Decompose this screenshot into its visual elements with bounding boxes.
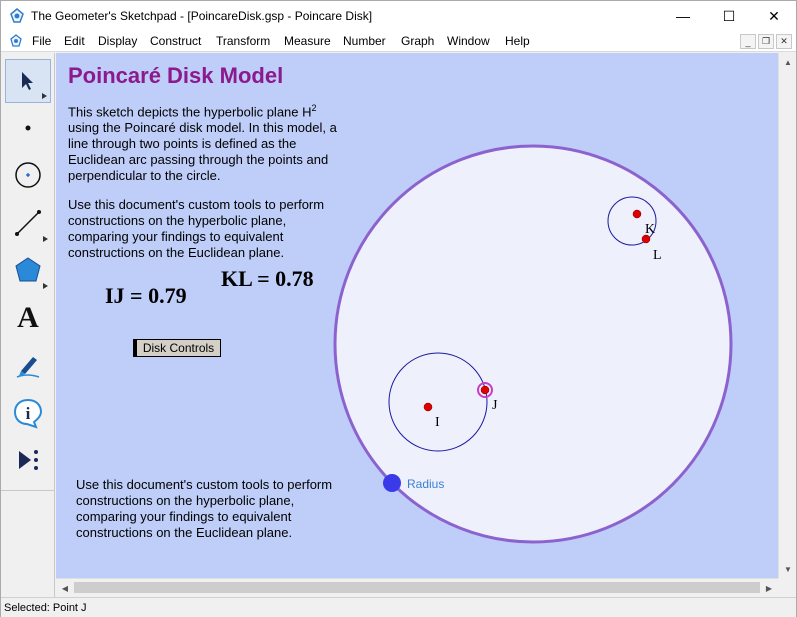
document-minimize-button[interactable]: _ [740,34,756,49]
circle-kl[interactable] [607,196,657,246]
custom-tools[interactable] [5,438,51,482]
svg-text:i: i [26,404,31,423]
intro-line-3: line through two points is defined as th… [68,136,297,152]
close-button[interactable]: ✕ [751,1,797,31]
close-icon: ✕ [780,36,788,46]
circle-ij[interactable] [388,352,488,452]
polygon-icon [15,257,41,282]
straightedge-tool[interactable] [5,201,51,245]
compass-icon [15,162,41,188]
maximize-button[interactable]: ☐ [706,1,752,31]
menu-measure[interactable]: Measure [284,34,331,48]
menu-file[interactable]: File [32,34,52,48]
menu-graph[interactable]: Graph [401,34,435,48]
text-line: constructions on the hyperbolic plane, [76,493,295,508]
intro-line-1: This sketch depicts the hyperbolic plane… [68,104,312,120]
geometry-drawing: K L I J Radius [333,144,733,544]
document-icon[interactable] [9,34,23,48]
minimize-icon: _ [745,36,751,47]
tool-menu-indicator [42,93,47,99]
menu-number[interactable]: Number [343,34,386,48]
info-icon: i [13,398,43,429]
maximize-icon: ☐ [722,7,736,24]
menu-display[interactable]: Display [98,34,138,48]
scroll-right-icon[interactable]: ▶ [765,583,773,593]
arrow-icon [22,72,33,90]
point-k[interactable] [632,209,642,219]
point-i[interactable] [423,402,433,412]
label-k[interactable]: K [645,222,655,237]
status-bar: Selected: Point J [1,597,796,617]
text-line: Use this document's custom tools to perf… [76,477,333,492]
tool-menu-indicator [43,236,48,242]
segment-icon [15,210,41,236]
radius-point[interactable] [383,474,401,492]
polygon-tool[interactable] [5,248,51,292]
menu-edit[interactable]: Edit [64,34,85,48]
window-title: The Geometer's Sketchpad - [PoincareDisk… [31,9,373,23]
sketch-canvas[interactable]: Poincaré Disk Model This sketch depicts … [56,53,778,578]
label-l[interactable]: L [653,248,662,263]
menu-bar: File Edit Display Construct Transform Me… [1,31,796,52]
point-j-selection-ring [477,382,493,398]
scrollbar-corner [778,578,796,596]
document-close-button[interactable]: ✕ [776,34,792,49]
custom-tools-icon [19,450,38,470]
restore-icon: ❐ [761,36,771,46]
custom-tools-paragraph-bottom: Use this document's custom tools to perf… [76,477,376,541]
minimize-icon: — [676,8,690,24]
text-line: comparing your findings to equivalent [76,509,292,524]
selection-arrow-tool[interactable] [5,59,51,103]
disk-controls-button[interactable]: Disk Controls [133,339,221,357]
toolbox-empty-area [1,490,55,599]
measurement-kl[interactable]: KL = 0.78 [221,266,314,291]
horizontal-scrollbar[interactable]: ◀ ▶ [56,578,778,596]
superscript-2: 2 [311,103,317,113]
text-tool[interactable]: A [5,296,51,340]
custom-tools-paragraph: Use this document's custom tools to perf… [68,197,368,261]
intro-paragraph: This sketch depicts the hyperbolic plane… [68,100,368,184]
label-i[interactable]: I [435,415,440,430]
page-title: Poincaré Disk Model [68,63,284,88]
title-bar: The Geometer's Sketchpad - [PoincareDisk… [1,1,796,31]
document-restore-button[interactable]: ❐ [758,34,774,49]
toolbox: A i [1,53,55,490]
text-line: comparing your findings to equivalent [68,229,284,244]
vertical-scrollbar[interactable]: ▲ ▼ [778,53,796,578]
text-line: constructions on the Euclidean plane. [76,525,293,540]
intro-line-5: perpendicular to the circle. [68,168,221,184]
menu-help[interactable]: Help [505,34,530,48]
scroll-up-icon[interactable]: ▲ [784,57,792,67]
label-j[interactable]: J [492,398,498,413]
point-l[interactable] [641,234,651,244]
menu-window[interactable]: Window [447,34,490,48]
point-tool[interactable] [5,106,51,150]
menu-construct[interactable]: Construct [150,34,202,48]
marker-tool[interactable] [5,343,51,387]
intro-line-4: Euclidean arc passing through the points… [68,152,329,168]
scroll-left-icon[interactable]: ◀ [61,583,69,593]
measurement-ij[interactable]: IJ = 0.79 [105,283,187,308]
minimize-button[interactable]: — [660,1,706,31]
compass-tool[interactable] [5,153,51,197]
horizontal-scroll-thumb[interactable] [74,582,760,593]
text-icon: A [17,301,39,334]
text-line: Use this document's custom tools to perf… [68,197,325,212]
radius-label[interactable]: Radius [407,477,444,491]
menu-transform[interactable]: Transform [216,34,271,48]
scroll-down-icon[interactable]: ▼ [784,564,792,574]
tool-menu-indicator [43,283,48,289]
status-text: Selected: Point J [4,602,87,614]
sketchpad-app-icon [10,8,24,23]
point-j[interactable] [480,385,490,395]
marker-icon [16,357,40,378]
information-tool[interactable]: i [5,391,51,435]
text-line: constructions on the hyperbolic plane, [68,213,287,228]
point-icon [25,125,31,131]
intro-line-2: using the Poincaré disk model. In this m… [68,120,337,136]
close-icon: ✕ [768,7,780,24]
text-line: constructions on the Euclidean plane. [68,245,285,260]
